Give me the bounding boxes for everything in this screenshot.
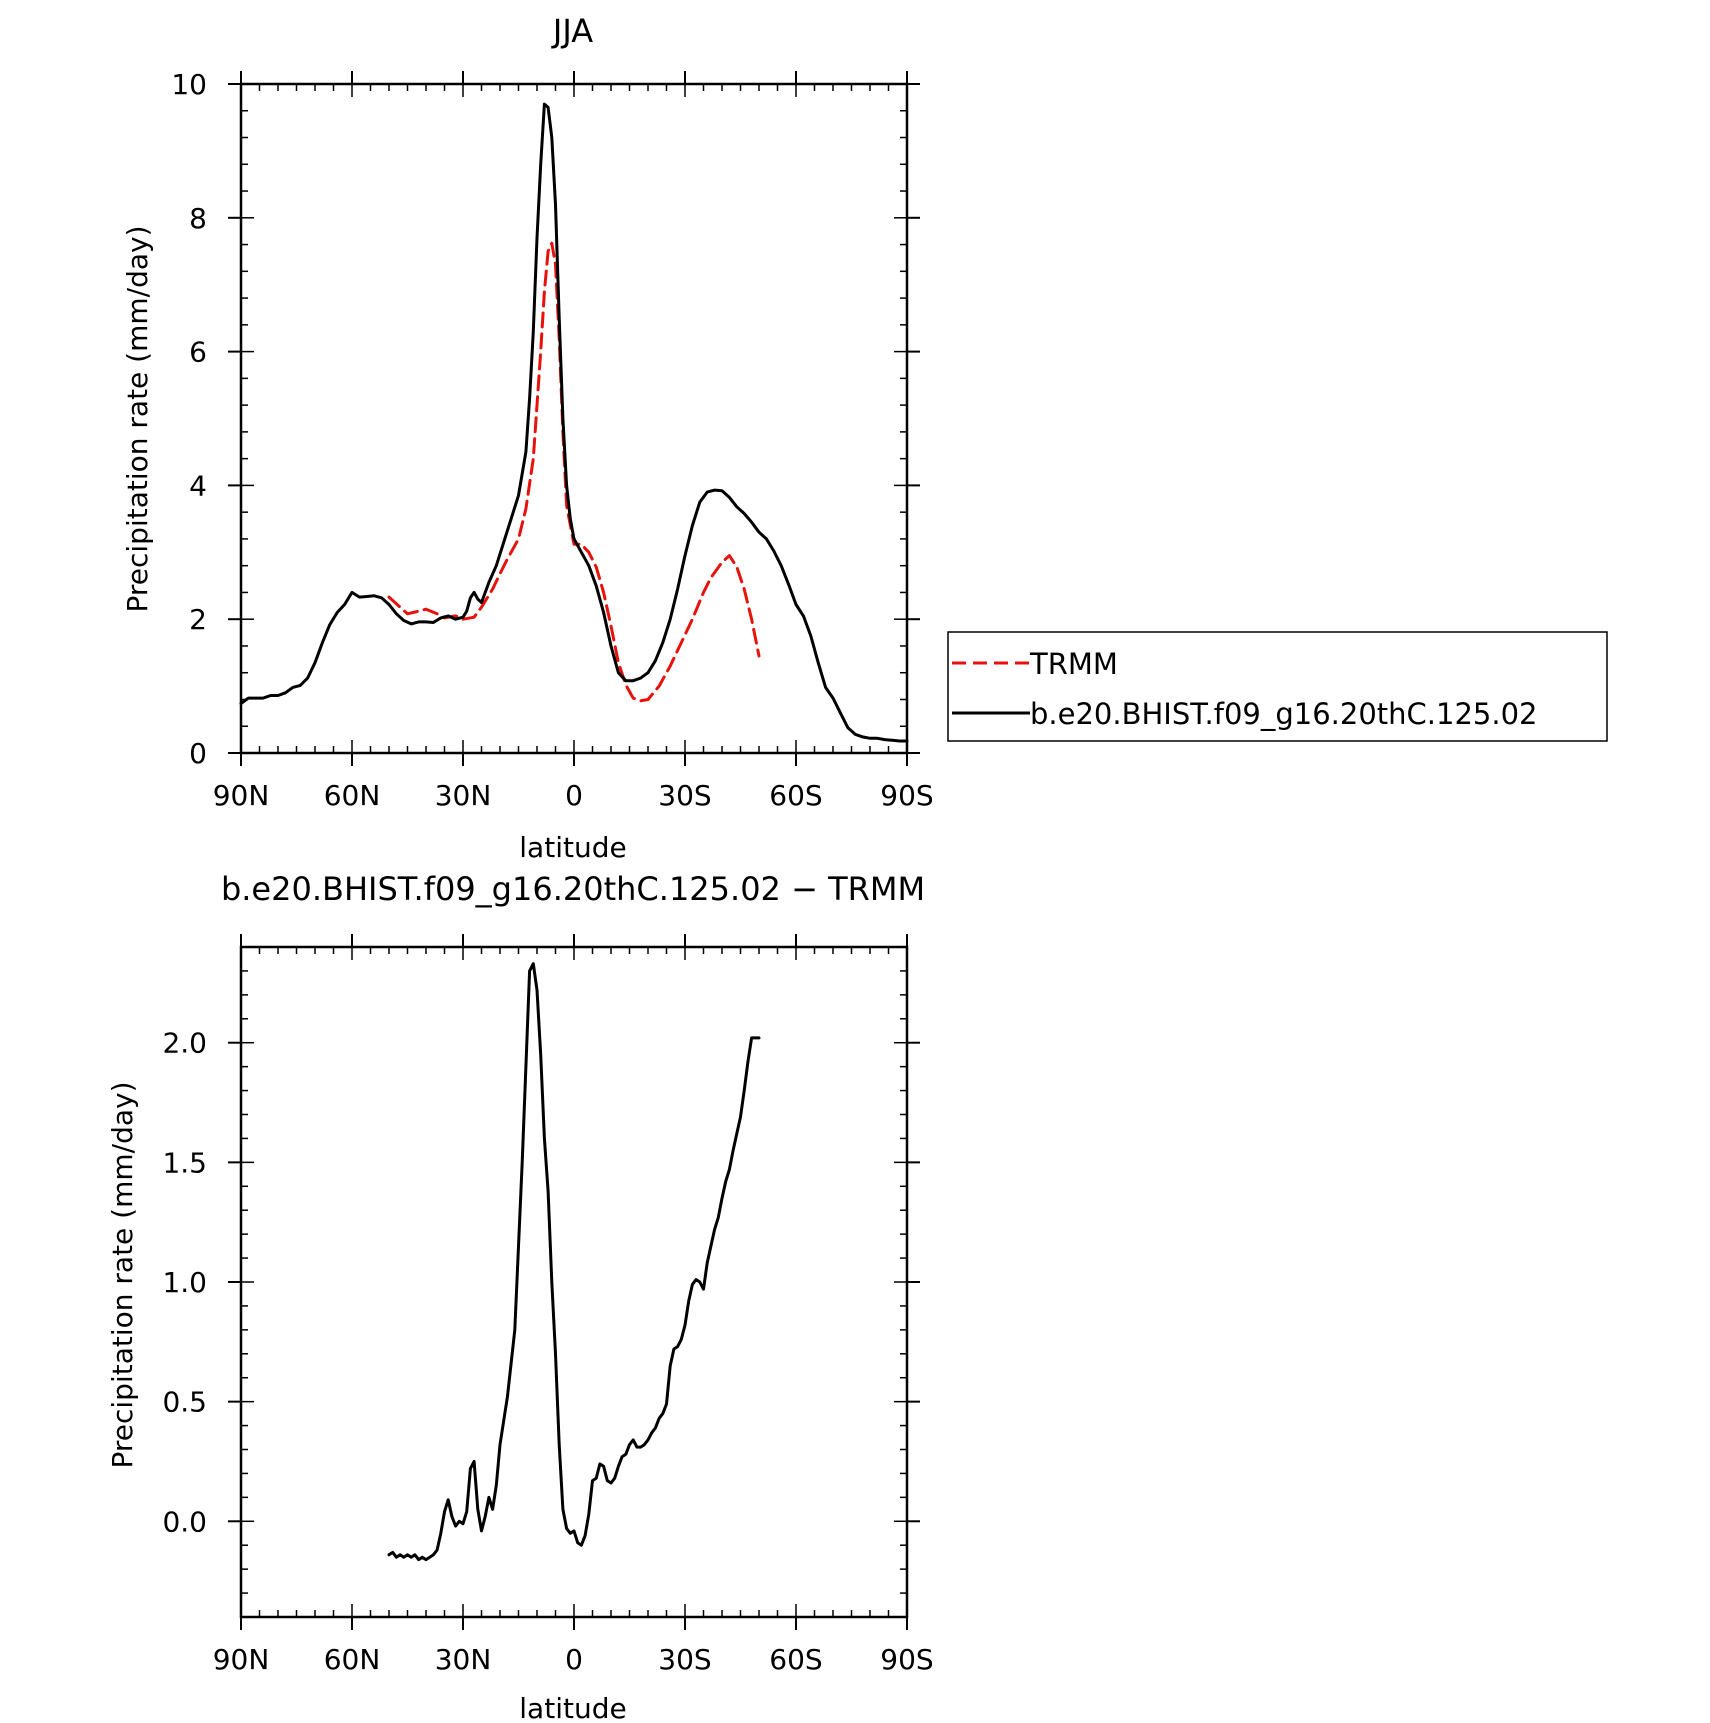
bottom-chart-panel: b.e20.BHIST.f09_g16.20thC.125.02 − TRMM … (106, 870, 934, 1723)
top-series-line-b-e20-bhist-f09-g16-20thc-125-02 (239, 102, 909, 743)
x-tick-label: 30N (435, 779, 492, 812)
bottom-plot-frame (239, 945, 909, 1619)
top-chart-x-axis-label: latitude (519, 831, 626, 864)
y-tick-label: 4 (189, 469, 207, 502)
y-tick-label: 10 (171, 68, 207, 101)
x-tick-label: 30S (658, 1643, 711, 1676)
x-tick-label: 90N (213, 1643, 270, 1676)
top-chart-series-group (239, 102, 909, 743)
chart-legend: TRMM b.e20.BHIST.f09_g16.20thC.125.02 (947, 631, 1608, 742)
bottom-chart-x-axis-label: latitude (519, 1692, 626, 1723)
top-plot-frame (239, 82, 909, 755)
top-chart-y-axis-label: Precipitation rate (mm/day) (121, 225, 154, 612)
legend-trmm-label: TRMM (1029, 647, 1118, 681)
x-tick-label: 60N (324, 1643, 381, 1676)
y-tick-label: 2 (189, 603, 207, 636)
y-tick-label: 0 (189, 737, 207, 770)
bottom-chart-title: b.e20.BHIST.f09_g16.20thC.125.02 − TRMM (221, 870, 925, 908)
bottom-chart-axes: 90N 60N 30N 0 30S 60S 90S 0.0 0.5 1.0 1.5 2.0 (162, 934, 934, 1676)
x-tick-label: 60N (324, 779, 381, 812)
x-tick-label: 30S (658, 779, 711, 812)
x-tick-label: 0 (565, 1643, 583, 1676)
y-tick-label: 2.0 (162, 1027, 207, 1060)
top-chart-title: JJA (551, 12, 593, 50)
y-tick-label: 8 (189, 202, 207, 235)
x-tick-label: 0 (565, 779, 583, 812)
legend-box (947, 631, 1608, 742)
y-tick-label: 6 (189, 336, 207, 369)
bottom-chart-y-axis-label: Precipitation rate (mm/day) (106, 1081, 139, 1468)
top-series-line-trmm (387, 241, 761, 703)
bottom-chart-series-group (387, 962, 761, 1562)
y-tick-label: 0.5 (162, 1386, 207, 1419)
x-tick-label: 90N (213, 779, 270, 812)
x-tick-label: 90S (880, 779, 933, 812)
bottom-series-line-0 (387, 962, 761, 1562)
top-chart-axes: 90N 60N 30N 0 30S 60S 90S 0 2 4 6 8 10 (171, 68, 933, 812)
x-tick-label: 30N (435, 1643, 492, 1676)
y-tick-label: 1.5 (162, 1146, 207, 1179)
y-tick-label: 1.0 (162, 1266, 207, 1299)
legend-model-label: b.e20.BHIST.f09_g16.20thC.125.02 (1030, 697, 1537, 731)
x-tick-label: 60S (769, 1643, 822, 1676)
x-tick-label: 90S (880, 1643, 933, 1676)
y-tick-label: 0.0 (162, 1505, 207, 1538)
x-tick-label: 60S (769, 779, 822, 812)
